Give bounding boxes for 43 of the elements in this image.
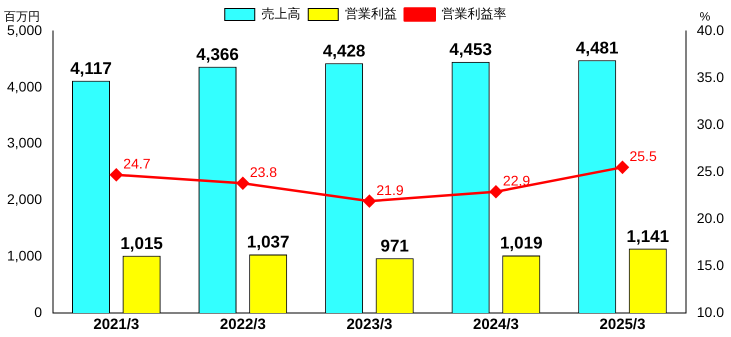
point — [110, 168, 123, 182]
y2-tick-label: 10.0 — [696, 304, 724, 320]
data-label: 22.9 — [502, 172, 530, 189]
y-tick-label: 0 — [34, 304, 42, 320]
legend-label: 売上高 — [261, 6, 300, 22]
y2-axis-title: % — [700, 9, 711, 24]
y-tick-label: 4,000 — [6, 78, 42, 94]
data-label: 24.7 — [123, 156, 151, 172]
x-tick-label: 2021/3 — [93, 316, 140, 334]
y2-tick-label: 20.0 — [696, 210, 724, 226]
data-label: 1,037 — [246, 232, 290, 252]
data-label: 1,015 — [120, 234, 163, 253]
y-tick-label: 1,000 — [6, 247, 42, 264]
data-label: 4,117 — [70, 58, 112, 78]
data-label: 971 — [380, 236, 409, 256]
y2-tick-label: 40.0 — [696, 22, 724, 38]
y2-tick-label: 15.0 — [696, 256, 724, 273]
data-label: 1,019 — [500, 234, 543, 253]
y2-tick-label: 30.0 — [696, 116, 724, 132]
point — [616, 161, 629, 174]
y2-tick-label: 25.0 — [696, 162, 724, 179]
data-label: 4,481 — [576, 38, 618, 58]
x-tick-label: 2023/3 — [346, 316, 392, 334]
point — [236, 177, 250, 190]
data-label: 4,428 — [322, 41, 366, 60]
y2-tick-label: 35.0 — [696, 68, 724, 85]
data-label: 25.5 — [629, 148, 657, 164]
data-label: 23.8 — [250, 164, 278, 180]
x-tick-label: 2024/3 — [472, 316, 519, 334]
x-tick-label: 2025/3 — [600, 316, 646, 334]
legend-label: 営業利益 — [344, 6, 397, 22]
y-tick-label: 5,000 — [6, 22, 42, 38]
data-label: 1,141 — [626, 226, 670, 246]
y-axis-title: 百万円 — [4, 9, 40, 24]
point — [490, 185, 502, 198]
legend-label: 営業利益率 — [441, 6, 506, 22]
data-label: 21.9 — [376, 182, 404, 198]
data-label: 4,366 — [196, 44, 239, 64]
data-label: 4,453 — [449, 40, 492, 60]
point — [363, 194, 376, 208]
y-tick-label: 2,000 — [6, 191, 42, 208]
x-tick-label: 2022/3 — [220, 316, 266, 334]
y-tick-label: 3,000 — [6, 134, 42, 151]
